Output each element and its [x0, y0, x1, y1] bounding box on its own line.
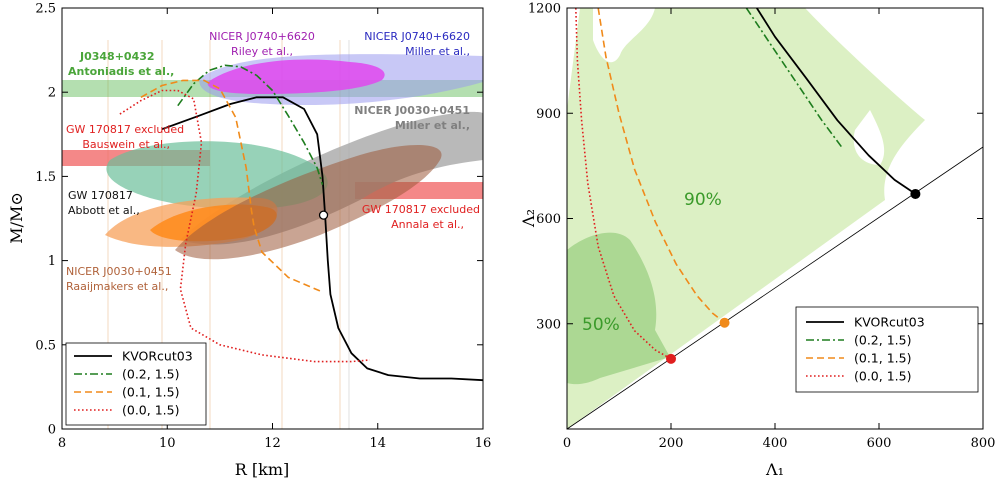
right-ytick-label: 300 — [536, 317, 561, 332]
right-series-2 — [597, 8, 726, 324]
left-xtick-label: 16 — [475, 436, 492, 451]
left-series-2 — [140, 79, 321, 292]
left-legend-label: (0.2, 1.5) — [122, 367, 179, 382]
left-ytick-label: 1 — [48, 254, 56, 269]
right-xtick-label: 600 — [867, 436, 892, 451]
right-markers — [666, 188, 921, 364]
right-legend-label: (0.0, 1.5) — [854, 369, 911, 384]
annotation-raaijmakers-title: NICER J0030+0451 — [66, 265, 172, 278]
left-ytick-label: 0 — [48, 423, 56, 438]
left-xtick-label: 12 — [264, 436, 281, 451]
annotation-bauswein-title: GW 170817 excluded — [66, 123, 184, 136]
left-legend-label: (0.0, 1.5) — [122, 403, 179, 418]
right-xtick-label: 400 — [763, 436, 788, 451]
left-series-0 — [161, 96, 483, 382]
right-xtick-label: 200 — [659, 436, 684, 451]
right-legend-label: (0.1, 1.5) — [854, 351, 911, 366]
right-xtick-label: 800 — [971, 436, 996, 451]
right-ytick-label: 600 — [536, 212, 561, 227]
right-legend-label: KVORcut03 — [854, 315, 925, 330]
region-j0740-riley — [207, 59, 385, 94]
left-ylabel: M/M⊙ — [7, 192, 26, 244]
annotation-riley-subtitle: Riley et al., — [231, 45, 293, 58]
left-series-3 — [119, 89, 370, 363]
right-ticks: 0 200 400 600 800 300 600 900 1200 — [528, 2, 996, 452]
left-annotations: J0348+0432 Antoniadis et al., NICER J074… — [66, 30, 480, 293]
annotation-raaijmakers-subtitle: Raaijmakers et al., — [66, 280, 168, 293]
mass-radius-constraint-regions — [62, 40, 483, 429]
annotation-j0740-miller-subtitle: Miller et al., — [405, 45, 470, 58]
left-xlabel: R [km] — [235, 460, 289, 479]
left-marker-0 — [318, 210, 329, 220]
annotation-j0030-miller-title: NICER J0030+0451 — [354, 104, 470, 117]
left-ytick-label: 0.5 — [35, 338, 56, 353]
right-series-3 — [575, 8, 672, 360]
right-legend-label: (0.2, 1.5) — [854, 333, 911, 348]
left-ticks: 8 10 12 14 16 0 0.5 1 1.5 2 2.5 — [35, 2, 491, 452]
left-legend-label: (0.1, 1.5) — [122, 385, 179, 400]
annotation-j0348-title: J0348+0432 — [79, 50, 155, 63]
annotation-abbott-subtitle: Abbott et al., — [68, 204, 140, 217]
right-endpoint-2 — [666, 353, 676, 364]
right-curves — [575, 8, 916, 360]
left-xtick-label: 10 — [159, 436, 176, 451]
label-50-percent: 50% — [582, 315, 620, 335]
annotation-annala-subtitle: Annala et al., — [391, 218, 464, 231]
left-series-1 — [177, 64, 324, 186]
left-xtick-label: 14 — [369, 436, 386, 451]
right-series-1 — [745, 8, 844, 149]
left-curves — [119, 64, 483, 382]
right-legend: KVORcut03 (0.2, 1.5) (0.1, 1.5) (0.0, 1.5) — [795, 306, 979, 393]
label-90-percent: 90% — [684, 190, 722, 210]
annotation-j0740-miller-title: NICER J0740+6620 — [364, 30, 470, 43]
right-endpoint-0 — [910, 188, 921, 199]
left-xtick-label: 8 — [58, 436, 66, 451]
left-legend: KVORcut03 (0.2, 1.5) (0.1, 1.5) (0.0, 1.5) — [65, 342, 207, 426]
region-brown-overlap — [175, 144, 442, 260]
left-markers — [318, 210, 329, 220]
annotation-riley-title: NICER J0740+6620 — [209, 30, 315, 43]
right-ytick-label: 900 — [536, 107, 561, 122]
annotation-annala-title: GW 170817 excluded — [362, 203, 480, 216]
left-ytick-label: 2 — [48, 86, 56, 101]
left-ytick-label: 1.5 — [35, 170, 56, 185]
annotation-j0030-miller-subtitle: Miller et al., — [395, 119, 470, 132]
right-chart: 0 200 400 600 800 300 600 900 1200 90% 50% KVORc… — [519, 2, 995, 480]
right-xlabel: Λ₁ — [765, 460, 784, 479]
region-90-percent — [567, 8, 925, 429]
annotation-bauswein-subtitle: Bauswein et al., — [82, 138, 170, 151]
right-series-0 — [756, 8, 916, 195]
annotation-j0348-subtitle: Antoniadis et al., — [68, 65, 174, 78]
left-legend-label: KVORcut03 — [122, 349, 193, 364]
left-chart: 8 10 12 14 16 0 0.5 1 1.5 2 2.5 J0348+0432 Antonia… — [7, 2, 491, 480]
region-50-percent — [567, 232, 670, 385]
right-xtick-label: 0 — [563, 436, 571, 451]
right-ylabel: Λ₂ — [519, 209, 538, 228]
tidal-credible-regions — [567, 8, 925, 429]
right-ytick-label: 1200 — [528, 2, 561, 17]
left-ytick-label: 2.5 — [35, 2, 56, 17]
right-endpoint-1 — [719, 317, 730, 328]
annotation-abbott-title: GW 170817 — [68, 189, 133, 202]
